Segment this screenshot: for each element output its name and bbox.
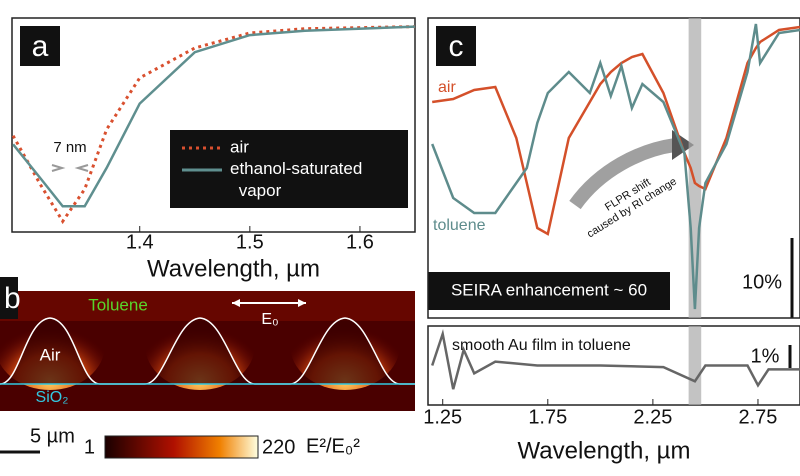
series-label: toluene [433, 217, 486, 234]
x-tick-label: 1.5 [236, 231, 264, 253]
x-axis-label: Wavelength, µm [147, 255, 320, 282]
panel-letter: a [32, 30, 49, 63]
plot-frame [427, 325, 800, 406]
series-line [12, 25, 416, 208]
panel-badge [20, 26, 60, 66]
plot-frame [427, 17, 800, 319]
plot-frame [11, 17, 416, 233]
panel-letter: b [4, 282, 21, 315]
x-tick-label: 1.6 [346, 231, 374, 253]
scale-bar-label: 5 µm [30, 425, 75, 447]
x-tick-label: 1.25 [423, 406, 462, 428]
map-label: Toluene [88, 295, 148, 314]
map-label: E₀ [261, 311, 278, 328]
series-label: air [438, 79, 456, 96]
legend-label: air [230, 137, 249, 156]
colorbar-tick-label: 220 [262, 436, 295, 458]
x-tick-label: 2.25 [633, 406, 672, 428]
series-line [432, 25, 800, 236]
series-label: smooth Au film in toluene [452, 337, 631, 354]
legend-label: ethanol-saturated vapor [230, 159, 362, 200]
map-label: Air [40, 345, 61, 364]
x-tick-label: 1.4 [126, 231, 154, 253]
scale-label: 10% [742, 271, 782, 293]
colorbar-label: E²/E₀² [306, 435, 360, 457]
scale-label: 1% [751, 345, 780, 367]
annotation: 7 nm [53, 139, 86, 156]
colorbar [104, 435, 259, 459]
highlight-band [688, 326, 702, 405]
series-line [11, 25, 416, 225]
x-tick-label: 1.75 [528, 406, 567, 428]
x-axis-label: Wavelength, µm [517, 437, 690, 464]
panel-letter: c [449, 30, 464, 63]
colorbar-tick-label: 1 [84, 436, 95, 458]
field-map [0, 277, 415, 454]
panel-badge [436, 26, 476, 66]
x-tick-label: 2.75 [738, 406, 777, 428]
series-line [431, 328, 800, 390]
legend: air ethanol-saturated vapor [170, 130, 408, 208]
annotation: SEIRA enhancement ~ 60 [451, 280, 647, 299]
series-line [431, 23, 800, 310]
map-label: SiO₂ [36, 389, 69, 406]
